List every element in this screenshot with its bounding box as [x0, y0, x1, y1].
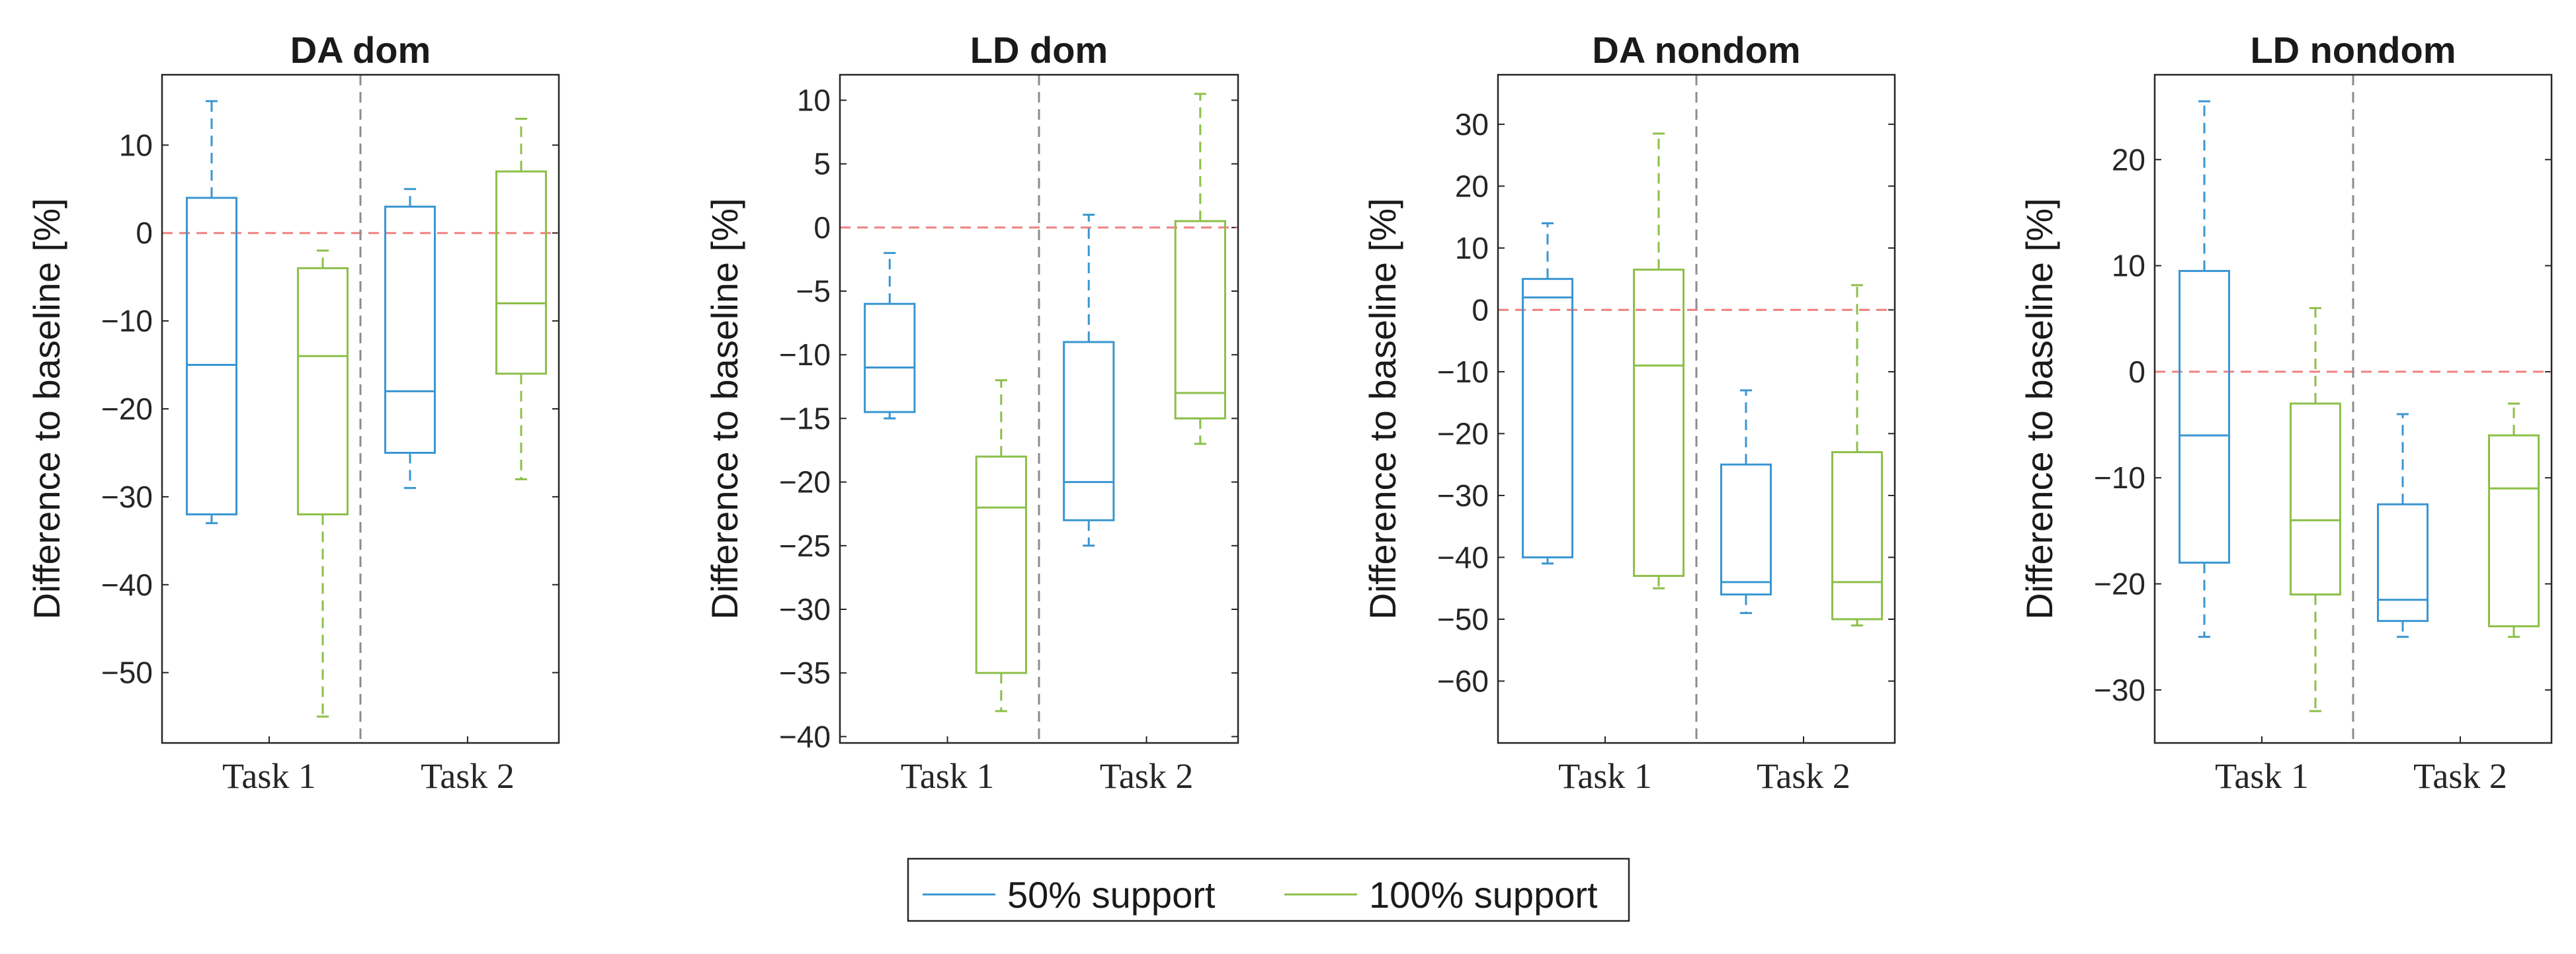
- iqr-box: [975, 455, 1027, 674]
- y-tick-label: −5: [796, 274, 831, 308]
- x-tick-label: Task 2: [2413, 756, 2507, 796]
- y-tick-label: −25: [779, 529, 831, 563]
- y-axis-label: Difference to baseline [%]: [26, 198, 67, 619]
- box-100-task2: [1174, 93, 1226, 445]
- legend-item: 100% support: [1284, 874, 1598, 916]
- y-tick-label: −30: [2094, 673, 2145, 707]
- y-axis-label: Difference to baseline [%]: [2018, 198, 2060, 619]
- iqr-box: [864, 302, 916, 413]
- iqr-box: [297, 267, 349, 515]
- y-tick-label: −30: [779, 592, 831, 627]
- box-50-task2: [1063, 214, 1115, 547]
- legend-item: 50% support: [923, 874, 1216, 916]
- y-tick-label: −50: [1437, 602, 1489, 636]
- y-tick-label: −60: [1437, 664, 1489, 698]
- y-tick-label: −10: [2094, 460, 2145, 495]
- legend-label: 100% support: [1369, 874, 1598, 916]
- box-50-task1: [2179, 100, 2230, 638]
- iqr-box: [1633, 269, 1684, 577]
- y-tick-label: −40: [101, 568, 153, 602]
- x-tick-label: Task 1: [901, 756, 995, 796]
- plot-frame: [2153, 73, 2553, 744]
- y-tick-label: −50: [101, 656, 153, 690]
- y-tick-label: −10: [779, 337, 831, 372]
- iqr-box: [2179, 270, 2230, 564]
- legend: 50% support 100% support: [907, 857, 1630, 922]
- y-tick-label: −20: [1437, 416, 1489, 451]
- y-tick-label: 20: [2112, 142, 2145, 177]
- plot-frame: [839, 73, 1239, 744]
- box-50-task1: [186, 100, 237, 525]
- plot-frame: [1497, 73, 1896, 744]
- y-tick-label: −40: [1437, 540, 1489, 574]
- box-100-task1: [1633, 132, 1684, 589]
- iqr-box: [1063, 341, 1115, 521]
- box-50-task2: [2377, 413, 2429, 638]
- y-tick-label: 10: [1455, 231, 1489, 265]
- box-100-task2: [1831, 284, 1883, 627]
- y-tick-label: 10: [797, 83, 831, 117]
- y-tick-label: −10: [101, 304, 153, 338]
- y-tick-label: 20: [1455, 169, 1489, 203]
- panel-title: DA dom: [290, 29, 431, 71]
- plot-frame: [161, 73, 560, 744]
- x-tick-label: Task 1: [2215, 756, 2309, 796]
- box-100-task1: [975, 379, 1027, 713]
- iqr-box: [2488, 434, 2540, 628]
- y-tick-label: 0: [136, 216, 153, 250]
- y-tick-label: 0: [2128, 355, 2145, 389]
- panel-1: DA dom Difference to baseline [%] 10 0 −10 −2…: [26, 29, 560, 796]
- iqr-box: [1174, 220, 1226, 419]
- iqr-box: [384, 205, 436, 454]
- y-tick-label: 10: [119, 128, 153, 162]
- box-100-task1: [297, 249, 349, 718]
- y-tick-label: 0: [813, 210, 831, 245]
- x-tick-label: Task 2: [1757, 756, 1850, 796]
- iqr-box: [186, 196, 237, 515]
- panel-2: LD dom Difference to baseline [%] 10 5 0 −5 −1…: [704, 29, 1239, 796]
- y-tick-label: −20: [101, 392, 153, 426]
- panel-title: LD nondom: [2250, 29, 2456, 71]
- legend-box: [907, 857, 1630, 922]
- y-tick-label: −20: [779, 465, 831, 499]
- iqr-box: [2290, 402, 2341, 596]
- iqr-box: [2377, 503, 2429, 623]
- iqr-box: [1522, 278, 1573, 558]
- y-tick-label: 10: [2112, 249, 2145, 283]
- box-50-task2: [384, 188, 436, 490]
- panel-title: DA nondom: [1592, 29, 1800, 71]
- legend-label: 50% support: [1007, 874, 1216, 916]
- y-axis-label: Difference to baseline [%]: [704, 198, 745, 619]
- box-100-task1: [2290, 307, 2341, 713]
- y-tick-label: 5: [813, 147, 831, 181]
- iqr-box: [1831, 451, 1883, 621]
- y-tick-label: −20: [2094, 567, 2145, 601]
- y-tick-label: −15: [779, 401, 831, 435]
- iqr-box: [1720, 463, 1772, 596]
- box-100-task2: [2488, 402, 2540, 638]
- y-tick-label: −10: [1437, 355, 1489, 389]
- box-50-task1: [864, 251, 916, 419]
- box-50-task2: [1720, 389, 1772, 615]
- box-100-task2: [495, 117, 547, 480]
- panel-title: LD dom: [970, 29, 1108, 71]
- y-tick-label: −35: [779, 656, 831, 690]
- y-tick-label: −40: [779, 719, 831, 754]
- x-tick-label: Task 2: [1100, 756, 1194, 796]
- x-tick-label: Task 1: [1558, 756, 1652, 796]
- x-tick-label: Task 2: [421, 756, 515, 796]
- x-tick-label: Task 1: [222, 756, 316, 796]
- y-tick-label: −30: [1437, 478, 1489, 513]
- iqr-box: [495, 170, 547, 375]
- box-50-task1: [1522, 222, 1573, 565]
- y-tick-label: 0: [1472, 292, 1489, 327]
- panel-4: LD nondom Difference to baseline [%] 20 10 0…: [2018, 29, 2553, 796]
- y-tick-label: 30: [1455, 107, 1489, 142]
- y-tick-label: −30: [101, 480, 153, 514]
- panel-3: DA nondom Difference to baseline [%] 30 20 1…: [1362, 29, 1896, 796]
- y-axis-label: Difference to baseline [%]: [1362, 198, 1403, 619]
- panels: DA dom Difference to baseline [%] 10 0 −10 −2…: [26, 29, 2553, 796]
